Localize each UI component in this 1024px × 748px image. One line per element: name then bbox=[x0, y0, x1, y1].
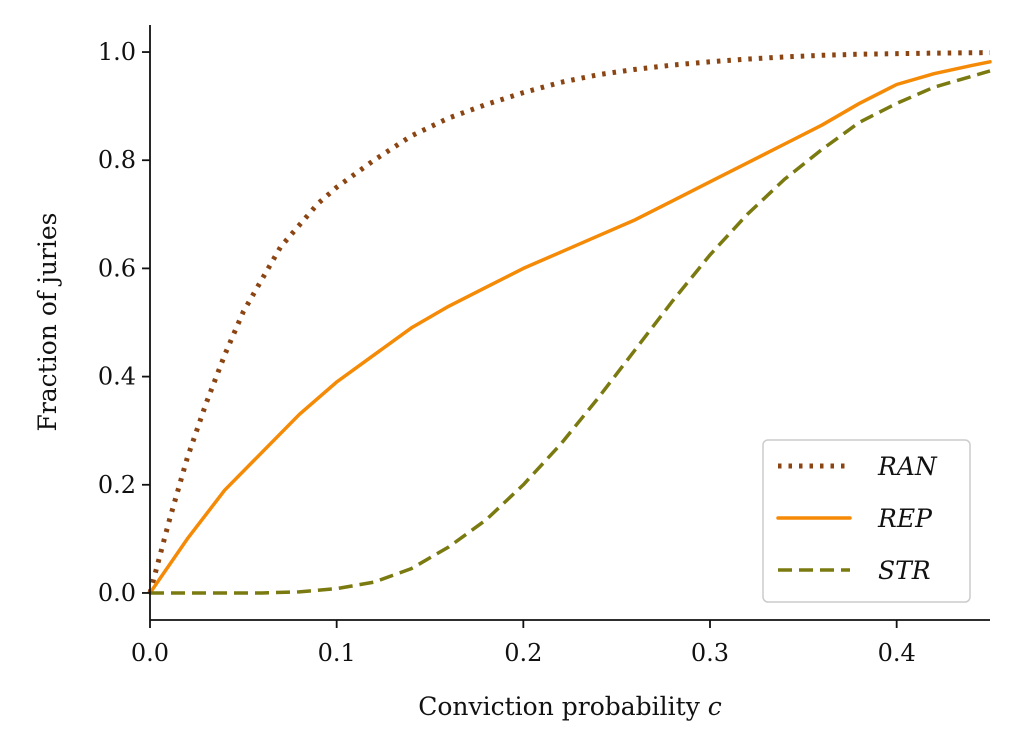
x-ticks: 0.0 0.1 0.2 0.3 0.4 bbox=[131, 620, 916, 667]
series-line-ran bbox=[147, 50, 991, 594]
x-tick-label: 0.3 bbox=[691, 639, 729, 667]
y-tick-label: 0.4 bbox=[98, 363, 136, 391]
legend: RAN REP STR bbox=[762, 439, 971, 603]
y-axis-label: Fraction of juries bbox=[33, 212, 62, 431]
y-ticks: 0.0 0.2 0.4 0.6 0.8 1.0 bbox=[98, 38, 150, 607]
series-line-rep bbox=[148, 60, 992, 595]
x-tick-label: 0.2 bbox=[504, 639, 542, 667]
series-line-str bbox=[150, 69, 991, 595]
legend-label-ran: RAN bbox=[877, 452, 938, 481]
x-tick-label: 0.0 bbox=[131, 639, 169, 667]
y-tick-label: 0.0 bbox=[98, 579, 136, 607]
legend-label-str: STR bbox=[878, 556, 931, 585]
y-tick-label: 0.8 bbox=[98, 146, 136, 174]
plot-lines bbox=[147, 50, 992, 595]
legend-label-rep: REP bbox=[877, 504, 933, 533]
y-tick-label: 0.6 bbox=[98, 254, 136, 282]
y-tick-label: 0.2 bbox=[98, 471, 136, 499]
x-tick-label: 0.1 bbox=[318, 639, 356, 667]
legend-frame bbox=[762, 439, 971, 603]
y-tick-label: 1.0 bbox=[98, 38, 136, 66]
x-axis-label: Conviction probability c bbox=[418, 692, 722, 721]
x-tick-label: 0.4 bbox=[878, 639, 916, 667]
